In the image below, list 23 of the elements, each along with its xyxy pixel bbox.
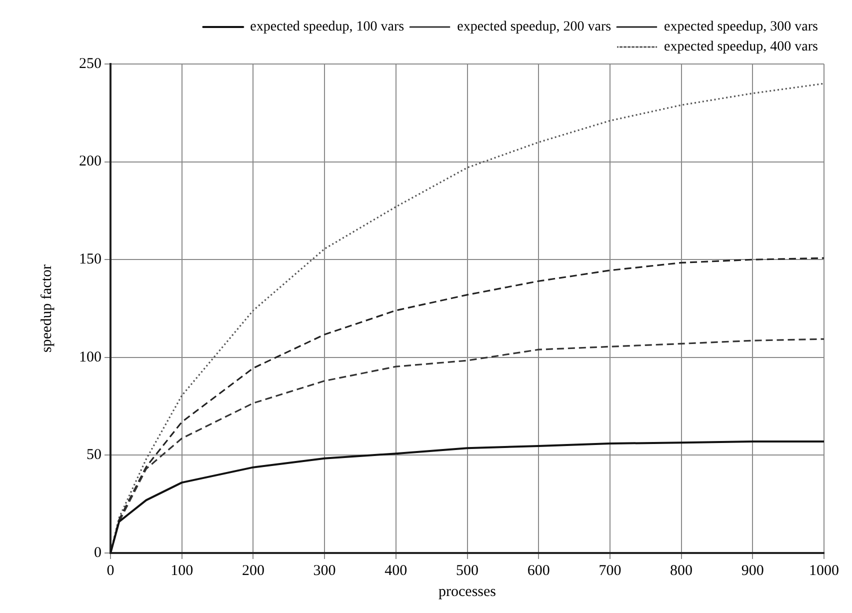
x-tick-label: 1000 xyxy=(809,562,839,579)
x-axis-title: processes xyxy=(438,584,496,600)
legend-label: expected speedup, 200 vars xyxy=(457,20,612,35)
y-tick-label: 0 xyxy=(94,544,102,561)
x-tick-label: 900 xyxy=(741,562,764,579)
x-tick-label: 500 xyxy=(456,562,478,579)
y-tick-label: 100 xyxy=(79,349,102,366)
y-tick-label: 150 xyxy=(79,252,102,268)
x-tick-label: 200 xyxy=(242,562,264,579)
y-tick-label: 250 xyxy=(79,56,102,72)
y-axis-title: speedup factor xyxy=(38,264,55,352)
legend-label: expected speedup, 100 vars xyxy=(250,20,404,35)
x-tick-label: 800 xyxy=(670,562,693,579)
x-tick-label: 100 xyxy=(170,562,194,579)
x-tick-label: 300 xyxy=(313,562,336,579)
y-tick-label: 50 xyxy=(86,447,102,464)
x-tick-label: 400 xyxy=(384,562,408,579)
legend-label: expected speedup, 300 vars xyxy=(664,20,818,35)
legend-label: expected speedup, 400 vars xyxy=(664,40,818,55)
x-tick-label: 600 xyxy=(527,562,550,579)
x-tick-label: 0 xyxy=(106,562,114,579)
x-tick-label: 700 xyxy=(598,562,622,579)
y-tick-label: 200 xyxy=(79,154,102,170)
